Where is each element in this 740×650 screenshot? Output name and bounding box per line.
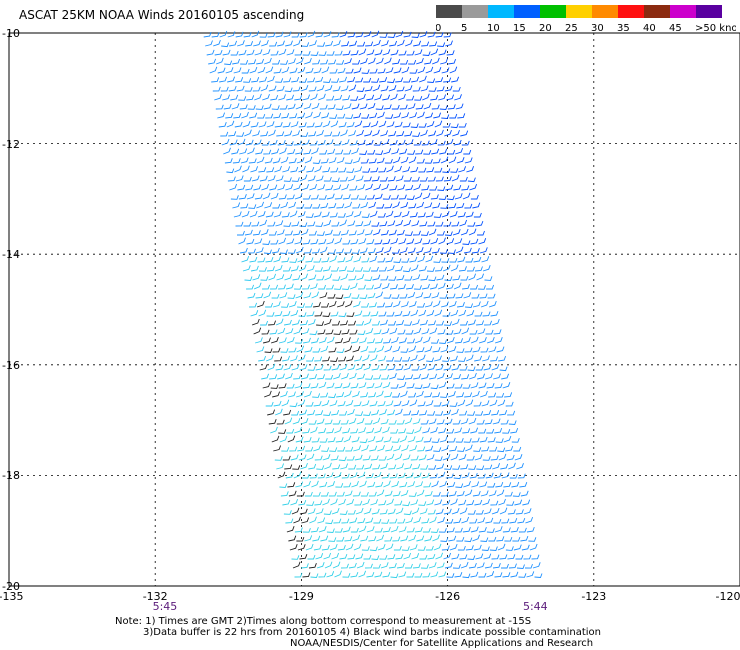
legend-swatch: [436, 5, 462, 18]
lon-tick-label: -135: [0, 590, 24, 603]
lat-tick-label: -10: [2, 27, 20, 40]
legend-label: >50 knots: [695, 23, 736, 34]
legend-swatch: [644, 5, 670, 18]
legend-swatch: [540, 5, 566, 18]
legend-label: 45: [669, 23, 682, 34]
lon-tick-label: -129: [288, 590, 314, 603]
time-label: 5:45: [152, 600, 178, 613]
legend-label: 25: [565, 23, 578, 34]
note-line-2: 3)Data buffer is 22 hrs from 20160105 4)…: [143, 627, 601, 638]
lat-tick-label: -14: [2, 248, 20, 262]
lon-tick-label: -120: [715, 590, 740, 603]
legend-label: 15: [513, 23, 526, 34]
legend-swatch: [514, 5, 540, 18]
legend-label: 35: [617, 23, 630, 34]
legend-swatch: [488, 5, 514, 18]
note-line-3: NOAA/NESDIS/Center for Satellite Applica…: [290, 638, 594, 649]
legend-swatch: [618, 5, 644, 18]
legend-label: 0: [436, 23, 441, 34]
legend-swatch: [592, 5, 618, 18]
lat-tick-label: -16: [2, 358, 20, 372]
lon-tick-label: -123: [581, 590, 607, 603]
map-frame: [8, 32, 740, 587]
legend-label: 10: [487, 23, 500, 34]
legend-swatch: [462, 5, 488, 18]
note-line-1: Note: 1) Times are GMT 2)Times along bot…: [115, 616, 532, 627]
lat-tick-label: -20: [2, 580, 20, 593]
lat-tick-label: -18: [2, 469, 20, 483]
lat-tick-label: -12: [2, 137, 20, 151]
legend-swatch: [670, 5, 696, 18]
legend-label: 40: [643, 23, 656, 34]
legend-swatch: [566, 5, 592, 18]
legend-label: 5: [461, 23, 467, 34]
legend-label: 30: [591, 23, 604, 34]
lon-tick-label: -132: [142, 590, 168, 603]
lon-tick-label: -126: [435, 590, 461, 603]
legend-swatch: [696, 5, 722, 18]
map-title: ASCAT 25KM NOAA Winds 20160105 ascending: [19, 8, 305, 22]
wind-speed-legend: 0 5 10 15 20 25 30 35 40 45 >50 knots: [436, 5, 736, 34]
time-label: 5:44: [522, 600, 548, 613]
legend-label: 20: [539, 23, 552, 34]
wind-barbs: [203, 30, 543, 579]
